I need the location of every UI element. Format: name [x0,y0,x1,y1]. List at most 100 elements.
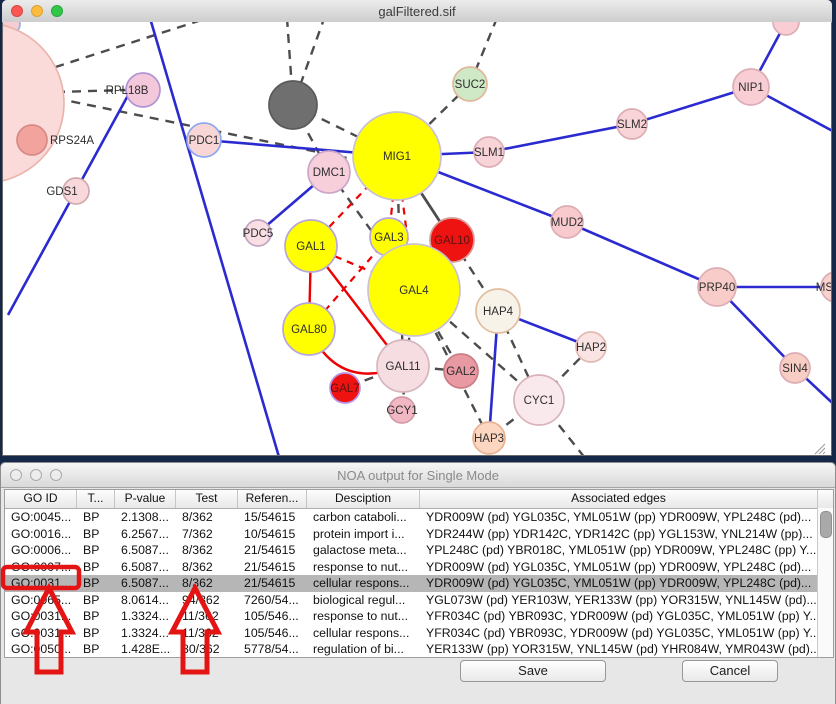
zoom-button[interactable] [51,5,63,17]
cell: BP [83,592,100,607]
node-SLM1[interactable] [473,136,505,168]
minimize-button[interactable] [31,5,43,17]
close-button[interactable] [10,469,22,481]
results-table: GO ID T... P-value Test Referen... Desciption… [4,489,834,658]
table-row[interactable]: GO:0007... BP 6.5087... 8/362 21/54615 respon… [5,559,820,576]
node-PDC5[interactable] [244,219,272,247]
zoom-button[interactable] [50,469,62,481]
node-label: SLM2 [617,119,647,131]
column-header-associatededges[interactable]: Associated edges [420,490,818,508]
node-label: PRP40 [699,282,735,294]
table-row[interactable]: GO:0065... BP 8.0614... 94/362 7260/54... bio… [5,592,820,609]
column-header-desciption[interactable]: Desciption [307,490,420,508]
cell: BP [83,642,100,656]
node-MIG1[interactable] [352,111,442,201]
node-bigleft[interactable] [3,23,65,183]
node-RPL18B[interactable] [125,72,161,108]
column-header-goid[interactable]: GO ID [5,490,77,508]
node-label: GDS1 [46,186,77,198]
noa-window-title: NOA output for Single Mode [337,468,499,483]
cell: YGL073W (pd) YER103W, YER133W (pp) YOR31… [426,592,817,607]
node-HAP4[interactable] [475,288,521,334]
node-SLM2[interactable] [616,108,648,140]
cell: 21/54615 [244,559,296,574]
node-GAL10[interactable] [429,217,475,263]
network-canvas[interactable]: RPL18B RPS24A GDS1 PDC1 MIG1 DMC1 PDC5 GAL1 GAL3… [3,22,831,455]
node-cutTR[interactable] [772,22,800,36]
column-header-pvalue[interactable]: P-value [115,490,176,508]
node-SIN4[interactable] [779,352,811,384]
node-CYC1[interactable] [513,374,565,426]
node-DMC1[interactable] [307,150,351,194]
scrollbar-thumb[interactable] [820,511,832,538]
cell: YPL248C (pd) YBR018C, YML051W (pp) YDR00… [426,543,817,557]
cell: GO:0031... [11,625,72,640]
vertical-scrollbar[interactable] [817,508,833,657]
close-button[interactable] [11,5,23,17]
edge [566,220,718,289]
node-GAL1[interactable] [284,219,338,273]
node-MUD2[interactable] [550,205,584,239]
table-row[interactable]: GO:0016... BP 6.2567... 7/362 10/54615 protei… [5,526,820,543]
node-GDS1[interactable] [62,177,90,205]
cell: 8.0614... [121,592,169,607]
column-header-spacer [818,490,833,508]
node-GAL11[interactable] [376,339,430,393]
cell: GO:0031... [11,576,72,590]
node-label: HAP2 [576,342,606,354]
table-row[interactable]: GO:0006... BP 6.5087... 8/362 21/54615 galact… [5,542,820,559]
node-SUC2[interactable] [452,66,488,102]
node-GAL4[interactable] [367,243,461,337]
table-row[interactable]: GO:0031... BP 6.5087... 8/362 21/54615 cellul… [5,575,820,592]
network-window-titlebar[interactable]: galFiltered.sif [2,0,832,23]
node-label: DMC1 [313,167,346,179]
node-GAL7[interactable] [329,372,361,404]
node-PRP40[interactable] [697,267,737,307]
cell: 6.2567... [121,526,169,541]
column-header-referen[interactable]: Referen... [238,490,307,508]
node-HAP2[interactable] [575,331,607,363]
edge [468,22,497,85]
table-row[interactable]: GO:0031... BP 1.3324... 11/362 105/546... res… [5,608,820,625]
cell: response to nut... [313,609,409,623]
minimize-button[interactable] [30,469,42,481]
table-row[interactable]: GO:0045... BP 2.1308... 8/362 15/54615 carbon… [5,509,820,526]
cell: 21/54615 [244,576,296,590]
window-controls [10,469,62,481]
node-NIP1[interactable] [732,68,770,106]
cell: YDR009W (pd) YGL035C, YML051W (pp) YDR00… [426,576,812,590]
node-PDC1[interactable] [186,122,222,158]
node-label: RPS24A [50,135,94,147]
node-label: GCY1 [386,405,417,417]
cell: biological regul... [313,592,406,607]
resize-grip-icon[interactable] [814,443,826,455]
column-header-test[interactable]: Test [176,490,238,508]
noa-window-titlebar[interactable]: NOA output for Single Mode [1,463,835,488]
node-label: PDC1 [189,135,220,147]
cell: YFR034C (pd) YBR093C, YDR009W (pd) YGL03… [426,609,818,623]
cell: cellular respons... [313,625,410,640]
save-button[interactable]: Save [460,660,606,682]
cell: 6.5087... [121,543,169,557]
cell: 1.428E... [121,642,171,656]
node-GAL2[interactable] [443,353,479,389]
cell: BP [83,576,100,590]
node-label: SUC2 [455,79,486,91]
node-label: GAL2 [446,366,475,378]
cancel-button[interactable]: Cancel [682,660,778,682]
node-graynode[interactable] [268,80,318,130]
cell: 2.1308... [121,510,169,524]
column-header-t[interactable]: T... [77,490,115,508]
cell: 105/546... [244,609,299,623]
cell: 21/54615 [244,543,296,557]
cell: GO:0031... [11,609,72,623]
table-row[interactable]: GO:0050... BP 1.428E... 80/362 5778/54... reg… [5,641,820,657]
node-GCY1[interactable] [388,396,416,424]
node-HAP3[interactable] [472,421,506,455]
node-RPS24A[interactable] [16,124,48,156]
table-row[interactable]: GO:0031... BP 1.3324... 11/362 105/546... cel… [5,625,820,642]
edge [538,346,592,401]
node-GAL80[interactable] [282,302,336,356]
network-window: galFiltered.sif RPL18B RPS24A GDS1 PDC1 MIG1… [2,0,832,456]
node-MSI[interactable] [820,271,831,303]
